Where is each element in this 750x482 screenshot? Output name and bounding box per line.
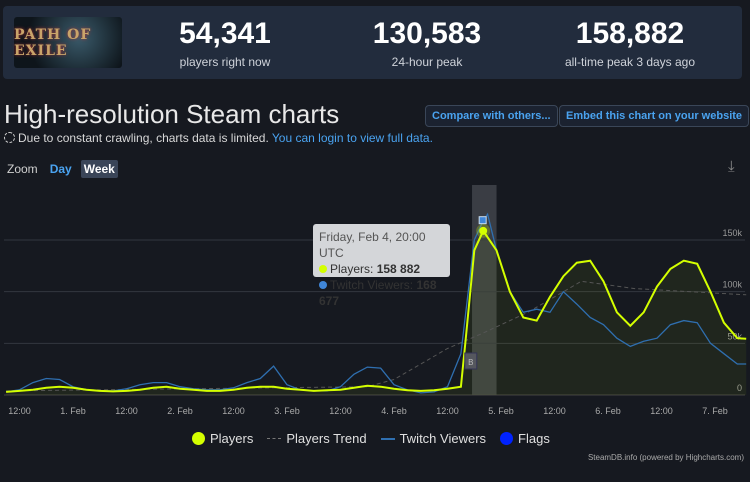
twitch-highlight-marker (478, 216, 487, 225)
notice-text: Due to constant crawling, charts data is… (18, 131, 269, 145)
players-area (6, 230, 747, 395)
tooltip-players: Players: 158 882 (319, 261, 444, 277)
x-tick-label: 5. Feb (488, 406, 514, 416)
stats-panel: PATH OF EXILE 54,341 players right now 13… (3, 6, 742, 79)
stat-label: players right now (179, 55, 271, 69)
tooltip-value: 168 677 (319, 278, 437, 308)
tooltip-date: Friday, Feb 4, 20:00 UTC (319, 230, 426, 260)
legend-label: Players Trend (286, 431, 367, 446)
tooltip-twitch: Twitch Viewers: 168 677 (319, 277, 444, 309)
x-tick-label: 12:00 (8, 406, 31, 416)
x-tick-label: 12:00 (222, 406, 245, 416)
stat-label: 24-hour peak (391, 55, 463, 69)
players-dot-icon (319, 265, 327, 273)
zoom-controls: Zoom Day Week (4, 160, 124, 178)
x-tick-label: 12:00 (115, 406, 138, 416)
legend-players[interactable]: Players (192, 431, 253, 446)
x-tick-label: 1. Feb (60, 406, 86, 416)
stat-all-time-peak: 158,882 all-time peak 3 days ago (540, 17, 720, 70)
players-highlight-marker (479, 226, 488, 235)
stat-value: 54,341 (179, 17, 271, 50)
credit[interactable]: SteamDB.info (powered by Highcharts.com) (587, 453, 744, 462)
legend-twitch[interactable]: Twitch Viewers (380, 431, 487, 446)
legend-players-trend[interactable]: Players Trend (267, 431, 367, 446)
logo-text: PATH OF EXILE (14, 26, 92, 59)
loading-icon (4, 132, 15, 143)
y-tick-label: 150k (722, 228, 742, 238)
y-tick-label: 0 (737, 383, 742, 393)
legend-flags[interactable]: Flags (500, 431, 550, 446)
download-icon[interactable]: ⤓ (728, 158, 735, 175)
legend: Players Players Trend Twitch Viewers Fla… (192, 431, 550, 446)
players-circle-icon (192, 432, 205, 445)
x-tick-label: 12:00 (650, 406, 673, 416)
legend-label: Twitch Viewers (399, 431, 487, 446)
stat-value: 158,882 (575, 17, 685, 50)
compare-button[interactable]: Compare with others... (425, 105, 558, 127)
tooltip-label: Twitch Viewers: (330, 278, 414, 292)
notice: Due to constant crawling, charts data is… (4, 131, 433, 145)
x-tick-label: 3. Feb (274, 406, 300, 416)
game-logo[interactable]: PATH OF EXILE (14, 17, 122, 68)
players-line (6, 228, 747, 393)
legend-label: Players (210, 431, 254, 446)
dashed-line-icon (267, 438, 282, 439)
stat-24h-peak: 130,583 24-hour peak (337, 17, 517, 70)
x-tick-label: 4. Feb (381, 406, 407, 416)
stat-value: 130,583 (372, 17, 482, 50)
twitch-dot-icon (319, 281, 327, 289)
x-tick-label: 12:00 (329, 406, 352, 416)
flag-label: B (468, 358, 473, 367)
zoom-label: Zoom (7, 162, 38, 176)
x-tick-label: 7. Feb (702, 406, 728, 416)
flag-marker (464, 352, 478, 370)
x-tick-label: 6. Feb (595, 406, 621, 416)
page-title: High-resolution Steam charts (4, 99, 340, 129)
zoom-day-button[interactable]: Day (49, 162, 72, 176)
stat-current: 54,341 players right now (135, 17, 315, 70)
x-tick-label: 2. Feb (167, 406, 193, 416)
flags-circle-icon (500, 432, 514, 445)
x-tick-label: 12:00 (436, 406, 459, 416)
tooltip-value: 158 882 (376, 262, 421, 276)
tooltip: Friday, Feb 4, 20:00 UTC Players: 158 88… (313, 224, 450, 308)
x-tick-label: 12:00 (543, 406, 566, 416)
login-link[interactable]: You can login to view full data. (271, 131, 433, 145)
y-tick-label: 100k (722, 280, 742, 290)
twitch-viewers-line (5, 212, 747, 394)
legend-label: Flags (518, 431, 550, 446)
stat-label: all-time peak 3 days ago (564, 55, 696, 69)
embed-button[interactable]: Embed this chart on your website (559, 105, 750, 127)
line-icon (380, 437, 395, 440)
zoom-week-button[interactable]: Week (80, 160, 118, 178)
tooltip-label: Players: (330, 262, 374, 276)
